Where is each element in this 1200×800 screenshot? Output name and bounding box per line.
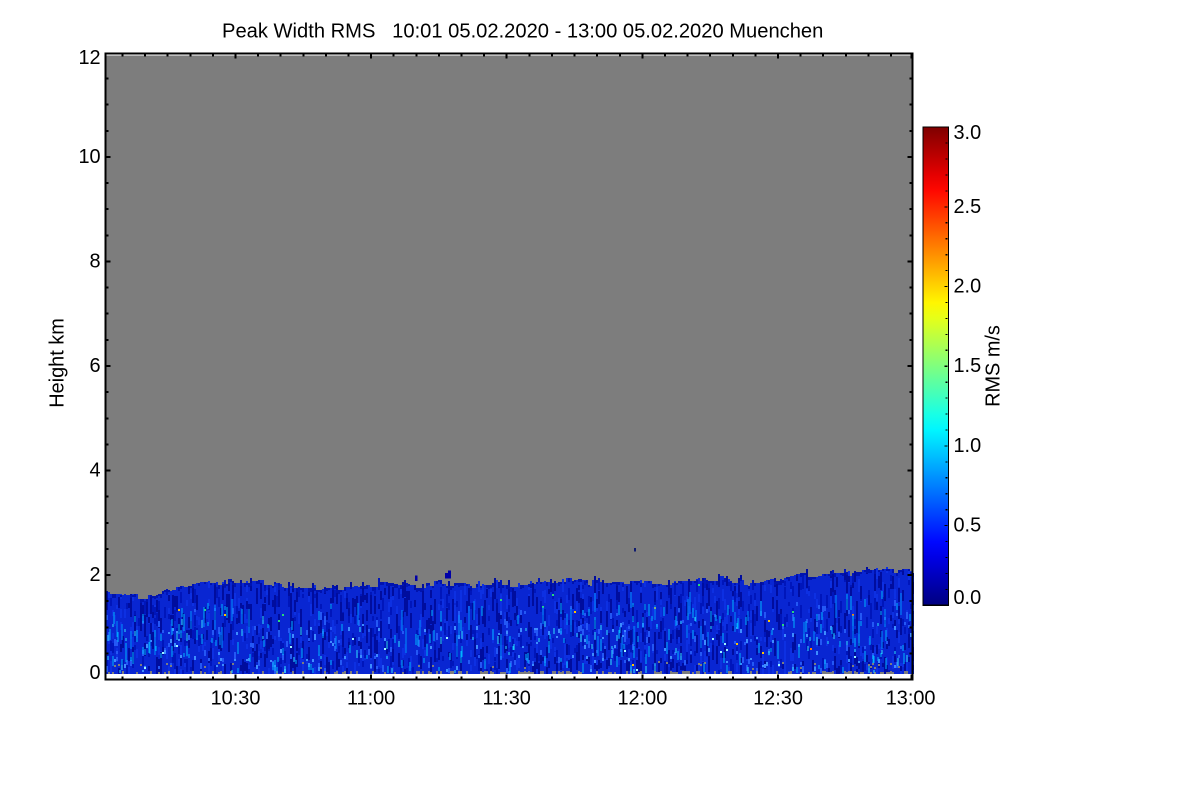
svg-text:13:00: 13:00	[886, 687, 936, 709]
svg-text:3.0: 3.0	[954, 122, 982, 144]
svg-text:12:00: 12:00	[618, 687, 668, 709]
svg-text:1.0: 1.0	[954, 435, 982, 457]
svg-text:2: 2	[90, 564, 101, 586]
svg-text:2.5: 2.5	[954, 196, 982, 218]
svg-text:0.0: 0.0	[954, 587, 982, 609]
svg-text:RMS m/s: RMS m/s	[983, 325, 1005, 407]
svg-text:8: 8	[90, 250, 101, 272]
svg-text:Height km: Height km	[47, 318, 69, 408]
svg-text:10: 10	[78, 146, 100, 168]
svg-text:4: 4	[90, 460, 101, 482]
svg-text:0: 0	[90, 662, 101, 684]
svg-text:6: 6	[90, 355, 101, 377]
svg-text:12:30: 12:30	[753, 687, 803, 709]
svg-text:1.5: 1.5	[954, 355, 982, 377]
svg-text:12: 12	[78, 47, 100, 69]
svg-text:10:30: 10:30	[211, 687, 261, 709]
svg-text:Peak Width RMS 10:01 05.02.2: Peak Width RMS 10:01 05.02.2020 - 13:00 …	[222, 21, 823, 43]
svg-text:11:30: 11:30	[483, 687, 531, 709]
svg-text:0.5: 0.5	[954, 515, 982, 537]
svg-text:2.0: 2.0	[954, 276, 982, 298]
svg-text:11:00: 11:00	[347, 687, 395, 709]
